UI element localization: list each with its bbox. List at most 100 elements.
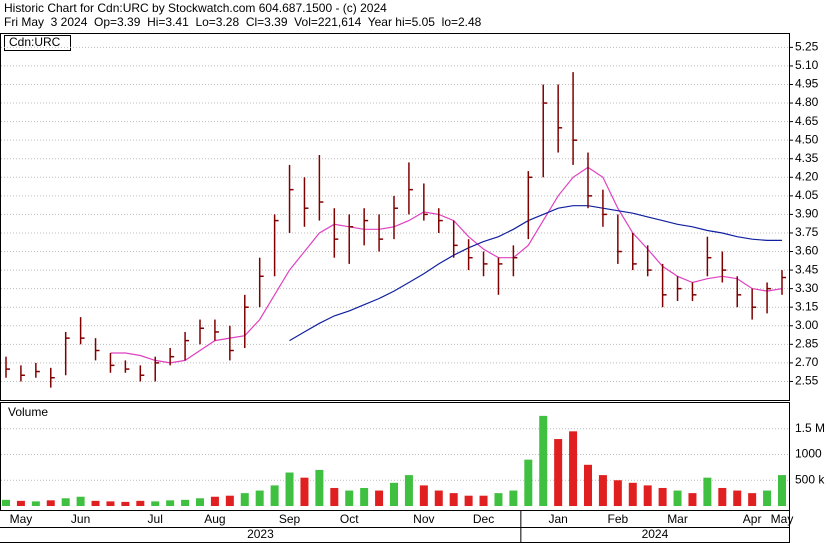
y-tick-label: 3.60	[795, 244, 819, 258]
volume-bar	[628, 482, 637, 506]
volume-bar	[479, 495, 488, 506]
y-tick-label: 3.45	[795, 262, 819, 276]
volume-bar	[151, 501, 160, 506]
price-panel	[0, 33, 790, 401]
x-tick-label: Oct	[340, 512, 359, 526]
volume-bar	[494, 493, 503, 506]
v-tick-label: 1000	[795, 447, 822, 461]
volume-bar	[345, 490, 354, 506]
x-tick-label: May	[10, 512, 33, 526]
volume-bar	[464, 495, 473, 506]
x-tick-label: Nov	[413, 512, 434, 526]
volume-bar	[688, 493, 697, 506]
volume-bar	[136, 500, 145, 506]
x-tick-label: Jul	[148, 512, 163, 526]
y-tick-label: 4.50	[795, 132, 819, 146]
volume-bar	[658, 487, 667, 506]
v-tick-label: 1.5 M	[795, 421, 825, 435]
symbol-box	[4, 35, 71, 51]
volume-bar	[598, 475, 607, 506]
volume-bar	[778, 475, 786, 506]
volume-bar	[703, 477, 712, 506]
volume-bar	[2, 499, 10, 506]
volume-bar	[449, 493, 458, 506]
volume-bar	[419, 485, 428, 506]
y-tick-label: 2.85	[795, 336, 819, 350]
volume-panel	[0, 402, 790, 511]
volume-bar	[16, 500, 25, 506]
volume-bar	[61, 498, 70, 506]
x-tick-label: May	[771, 512, 794, 526]
volume-bar	[524, 459, 533, 506]
moving-average	[289, 205, 782, 342]
y-tick-label: 2.70	[795, 355, 819, 369]
volume-bar	[330, 487, 339, 506]
y-tick-label: 5.10	[795, 58, 819, 72]
volume-bar	[763, 490, 772, 506]
y-tick-label: 4.95	[795, 77, 819, 91]
volume-bar	[255, 490, 264, 506]
volume-bar	[360, 487, 369, 506]
v-tick-label: 500 k	[795, 472, 825, 486]
y-tick-label: 3.00	[795, 318, 819, 332]
volume-bar	[196, 498, 204, 506]
x-tick-label: Feb	[608, 512, 629, 526]
y-tick-label: 4.05	[795, 188, 819, 202]
volume-bar	[643, 485, 652, 506]
volume-bar	[539, 415, 548, 506]
volume-bar	[404, 475, 413, 506]
volume-bar	[225, 495, 234, 506]
x-tick-label: Apr	[743, 512, 762, 526]
y-tick-label: 4.80	[795, 95, 819, 109]
volume-bar	[121, 501, 130, 506]
volume-bar	[91, 500, 100, 506]
x-tick-label: Jan	[548, 512, 567, 526]
volume-bar	[434, 490, 443, 506]
volume-bar	[718, 487, 727, 506]
volume-bar	[210, 496, 219, 506]
volume-bar	[569, 431, 578, 506]
volume-bar	[733, 490, 742, 506]
volume-bar	[106, 501, 115, 506]
chart-subtitle: Fri May 3 2024 Op=3.39 Hi=3.41 Lo=3.28 C…	[4, 15, 482, 29]
volume-bar	[76, 496, 85, 506]
volume-bar	[181, 499, 190, 506]
volume-bar	[584, 464, 592, 506]
x-tick-label: Jun	[71, 512, 90, 526]
x-tick-label: Aug	[204, 512, 225, 526]
volume-bar	[166, 500, 175, 506]
volume-bar	[240, 493, 249, 506]
y-tick-label: 3.90	[795, 207, 819, 221]
year-label: 2024	[642, 527, 669, 541]
volume-bar	[554, 439, 563, 506]
volume-bar	[509, 490, 518, 506]
volume-bar	[375, 490, 384, 506]
y-tick-label: 4.65	[795, 114, 819, 128]
y-tick-label: 4.35	[795, 151, 819, 165]
chart-title: Historic Chart for Cdn:URC by Stockwatch…	[4, 1, 387, 15]
x-tick-label: Dec	[473, 512, 494, 526]
y-tick-label: 3.75	[795, 225, 819, 239]
volume-bar	[315, 469, 324, 506]
symbol-label: Cdn:URC	[9, 35, 61, 49]
volume-bar	[300, 477, 309, 506]
y-tick-label: 4.20	[795, 169, 819, 183]
year-label: 2023	[247, 527, 274, 541]
volume-bar	[390, 482, 398, 506]
volume-bar	[285, 472, 294, 506]
y-tick-label: 3.30	[795, 281, 819, 295]
volume-bar	[31, 501, 40, 506]
y-tick-label: 3.15	[795, 299, 819, 313]
volume-bar	[748, 493, 757, 506]
volume-bar	[613, 480, 622, 506]
x-tick-label: Mar	[667, 512, 688, 526]
volume-bar	[673, 490, 682, 506]
moving-average	[110, 166, 783, 364]
y-tick-label: 5.25	[795, 40, 819, 54]
y-tick-label: 2.55	[795, 374, 819, 388]
volume-label: Volume	[8, 405, 48, 419]
volume-bar	[46, 500, 55, 506]
x-tick-label: Sep	[279, 512, 301, 526]
